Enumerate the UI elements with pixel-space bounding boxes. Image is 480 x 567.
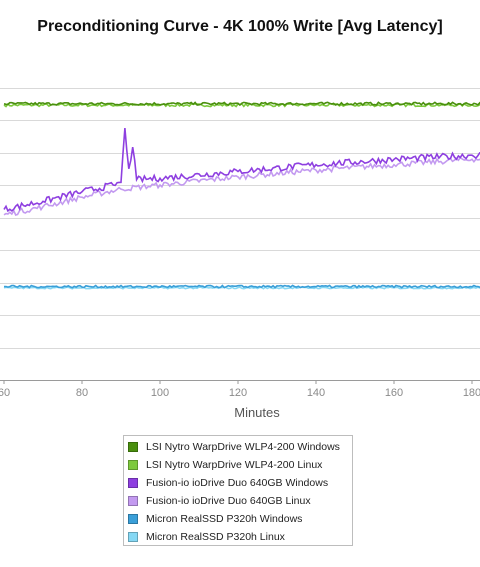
x-tick-label: 160 <box>385 387 403 399</box>
series-line <box>3 101 480 107</box>
legend-item: LSI Nytro WarpDrive WLP4-200 Linux <box>128 456 352 474</box>
x-tick-label: 120 <box>229 387 247 399</box>
series-line <box>3 128 480 213</box>
chart-legend: LSI Nytro WarpDrive WLP4-200 Windows LSI … <box>123 435 353 546</box>
legend-label: Fusion-io ioDrive Duo 640GB Linux <box>146 495 311 507</box>
x-tick-label: 180 <box>463 387 480 399</box>
legend-item: Micron RealSSD P320h Windows <box>128 510 352 528</box>
x-tick-label: 140 <box>307 387 325 399</box>
legend-label: LSI Nytro WarpDrive WLP4-200 Windows <box>146 441 340 453</box>
legend-label: Micron RealSSD P320h Windows <box>146 513 303 525</box>
chart-title: Preconditioning Curve - 4K 100% Write [A… <box>37 18 443 35</box>
legend-label: LSI Nytro WarpDrive WLP4-200 Linux <box>146 459 323 471</box>
legend-swatch <box>128 478 138 488</box>
legend-swatch <box>128 532 138 542</box>
legend-item: Fusion-io ioDrive Duo 640GB Linux <box>128 492 352 510</box>
legend-swatch <box>128 496 138 506</box>
legend-item: LSI Nytro WarpDrive WLP4-200 Windows <box>128 438 352 456</box>
legend-label: Fusion-io ioDrive Duo 640GB Windows <box>146 477 329 489</box>
legend-swatch <box>128 442 138 452</box>
legend-item: Micron RealSSD P320h Linux <box>128 528 352 546</box>
series-line <box>3 156 480 216</box>
x-axis-label: Minutes <box>234 405 280 420</box>
legend-item: Fusion-io ioDrive Duo 640GB Windows <box>128 474 352 492</box>
legend-swatch <box>128 460 138 470</box>
x-tick-label: 80 <box>76 387 88 399</box>
x-tick-label: 100 <box>151 387 169 399</box>
series-line <box>3 286 480 290</box>
legend-swatch <box>128 514 138 524</box>
x-tick-label: 60 <box>0 387 10 399</box>
series-line <box>3 284 480 289</box>
legend-label: Micron RealSSD P320h Linux <box>146 531 285 543</box>
